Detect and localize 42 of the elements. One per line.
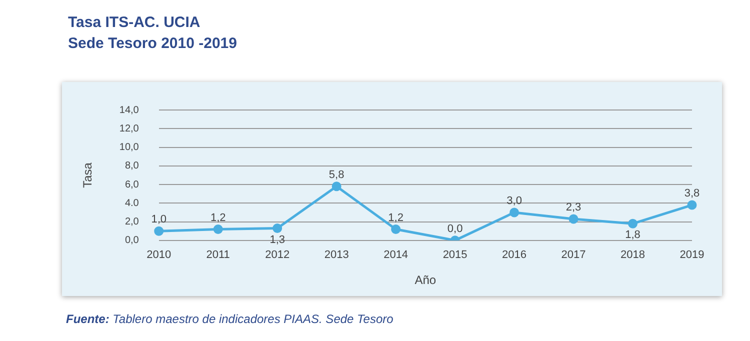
chart-subtitle: Sede Tesoro 2010 -2019: [68, 34, 237, 54]
data-label: 1,8: [625, 229, 640, 242]
point: [154, 226, 164, 236]
y-tick-label: 14,0: [119, 104, 140, 116]
point: [391, 224, 401, 234]
y-tick-label: 0,0: [124, 235, 140, 246]
point: [332, 182, 342, 192]
x-axis-title: Año: [414, 273, 436, 288]
data-label: 5,8: [328, 168, 344, 181]
y-tick-label: 6,0: [124, 179, 140, 190]
y-tick-label: 12,0: [119, 123, 140, 134]
data-label: 1,3: [270, 234, 285, 246]
x-tick-label: 2016: [502, 249, 527, 262]
data-label: 1,0: [151, 214, 167, 226]
data-label: 0,0: [447, 222, 463, 235]
x-tick-label: 2018: [620, 249, 646, 262]
x-tick-label: 2010: [146, 249, 172, 262]
point: [510, 208, 520, 218]
y-tick-label: 4.0: [124, 198, 140, 209]
point: [272, 224, 282, 234]
y-axis-title: Tasa: [80, 162, 95, 188]
chart-title: Tasa ITS-AC. UCIA: [68, 13, 202, 33]
y-tick-label: 8,0: [124, 160, 140, 172]
y-tick-label: 10,0: [119, 142, 140, 154]
data-label: 2,3: [566, 202, 582, 214]
x-tick-label: 2013: [324, 249, 349, 262]
data-label: 3,8: [684, 188, 700, 200]
point: [628, 218, 638, 228]
y-tick-label: 2,0: [124, 216, 140, 228]
x-tick-label: 2015: [442, 249, 468, 262]
x-tick-label: 2014: [384, 249, 408, 262]
point: [568, 214, 578, 224]
data-label: 3,0: [506, 194, 522, 207]
data-label: 1,2: [210, 212, 226, 224]
point: [213, 224, 223, 234]
x-tick-label: 2012: [265, 249, 290, 262]
x-tick-label: 2011: [206, 249, 230, 262]
data-label: 1,2: [388, 212, 404, 224]
x-tick-label: 2017: [561, 249, 586, 262]
source-note: Fuente: Tablero maestro de indicadores PIAAS. Sede Tesoro: [66, 312, 394, 326]
point: [687, 200, 697, 210]
x-tick-label: 2019: [680, 249, 704, 262]
